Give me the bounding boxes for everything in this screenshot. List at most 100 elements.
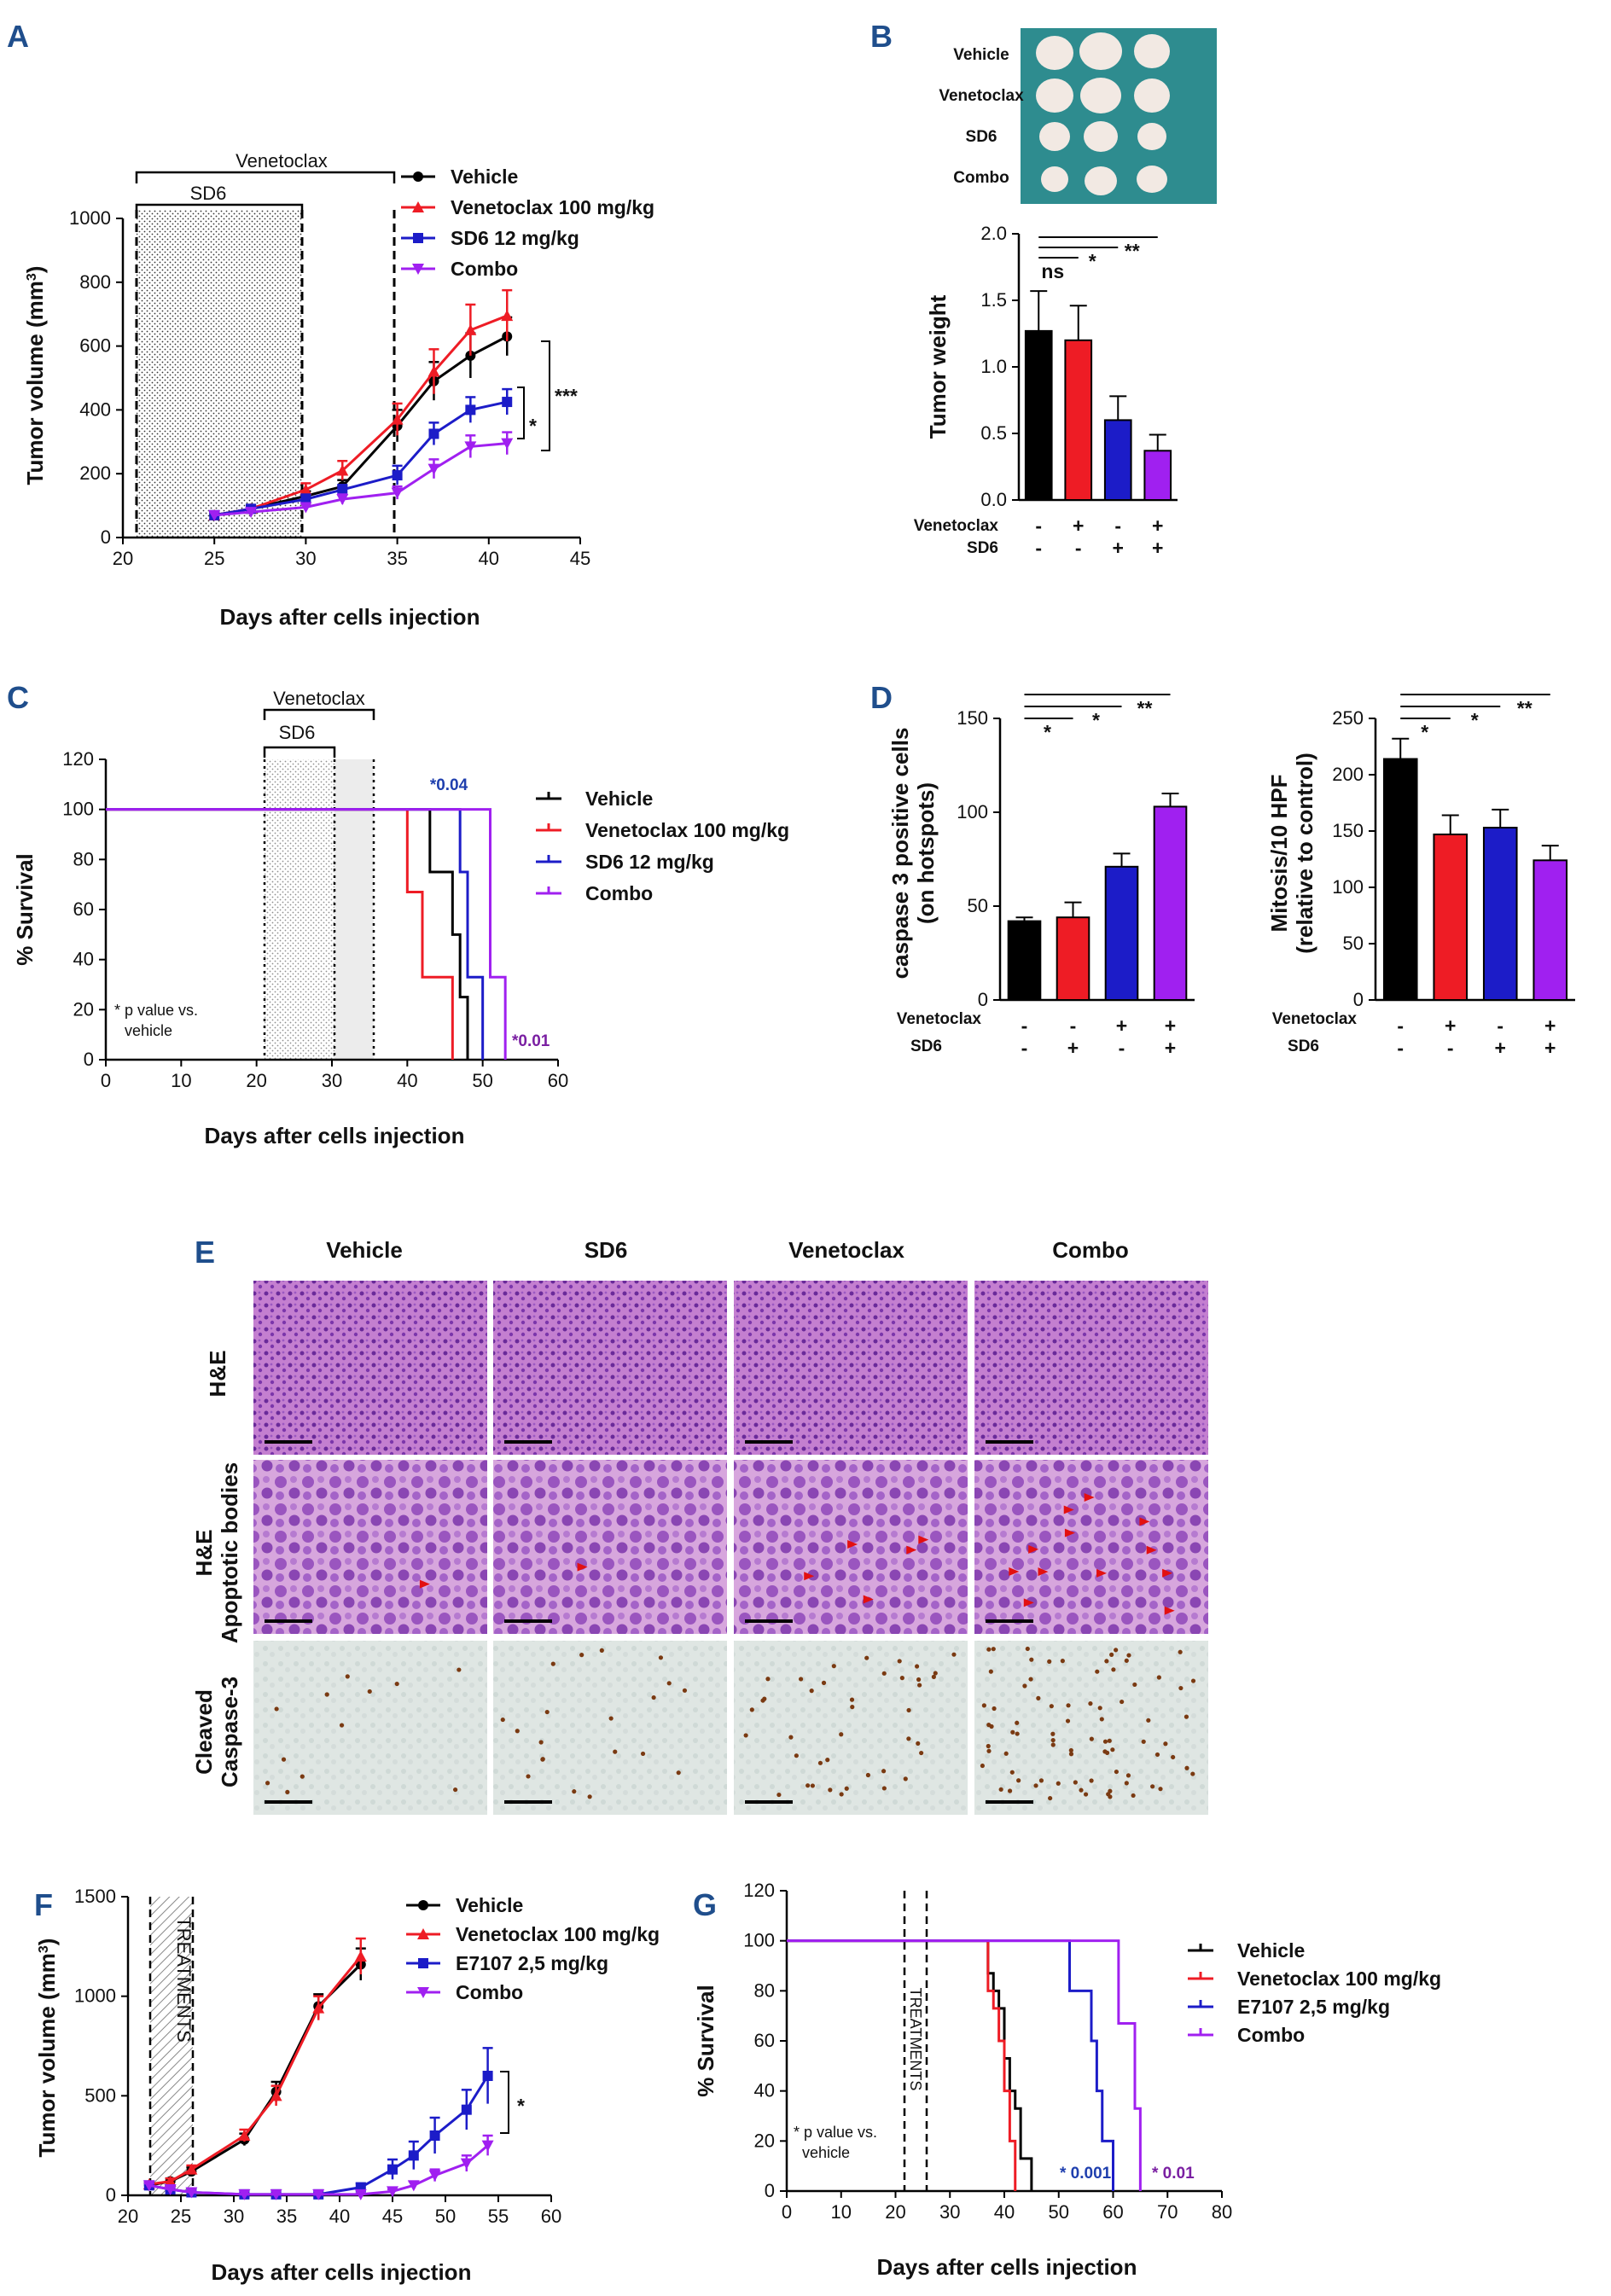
e-caspase-positive-cell (274, 1706, 279, 1712)
G-legend-label: E7107 2,5 mg/kg (1237, 1996, 1390, 2018)
sig-star-1: * (529, 415, 537, 437)
e-apoptotic-arrow (863, 1595, 874, 1604)
e-caspase-positive-cell (844, 1786, 849, 1791)
e-caspase-positive-cell (806, 1783, 811, 1788)
A-ytick-label: 600 (79, 335, 111, 357)
A-point (208, 509, 221, 521)
sig-star-2: *** (555, 385, 578, 407)
A-point (501, 438, 514, 450)
e-caspase-positive-cell (1124, 1658, 1129, 1663)
e-caspase-positive-cell (1190, 1771, 1195, 1776)
G-xtick-label: 70 (1157, 2201, 1178, 2223)
e-caspase-positive-cell (881, 1786, 887, 1791)
e-caspase-positive-cell (1029, 1657, 1034, 1662)
g-note-line1: * p value vs. (794, 2124, 877, 2141)
e-caspase-positive-cell (1114, 1648, 1119, 1653)
e-caspase-positive-cell (986, 1647, 992, 1652)
D2-ytick-label: 200 (1332, 764, 1364, 785)
e-caspase-positive-cell (1083, 1792, 1089, 1797)
A-series-line-1 (213, 314, 508, 517)
D1-sd6-sign: - (1119, 1037, 1125, 1059)
e-caspase-positive-cell (682, 1688, 688, 1693)
D2-sd6-sign: + (1495, 1037, 1506, 1059)
c-note-line2: vehicle (125, 1022, 172, 1039)
D2-ytick-label: 0 (1353, 989, 1364, 1010)
e-caspase-positive-cell (1120, 1699, 1125, 1705)
D2-bar-2 (1482, 827, 1518, 1001)
G-xtick-label: 30 (939, 2201, 960, 2223)
F-point (142, 2180, 155, 2192)
e-caspase-positive-cell (285, 1789, 290, 1795)
D1-bar-1 (1056, 916, 1090, 1001)
e-caspase-positive-cell (676, 1770, 681, 1776)
d1-y-axis-title-1: caspase 3 positive cells (887, 728, 913, 979)
B-ytick-label: 0.0 (980, 489, 1007, 510)
B-venetoclax-sign: - (1035, 514, 1042, 537)
sig-bracket-1 (517, 387, 525, 439)
e-caspase-positive-cell (1047, 1659, 1052, 1664)
a-y-axis-title: Tumor volume (mm3) (22, 266, 48, 485)
e-row-apoptotic-2: Apoptotic bodies (217, 1462, 242, 1643)
d2-row-label-venetoclax: Venetoclax (1272, 1010, 1358, 1028)
panel-e-histology: Vehicle SD6 Venetoclax Combo H&E H&E Apo… (191, 1237, 1210, 1816)
e-caspase-positive-cell (608, 1716, 614, 1721)
e-col-vehicle: Vehicle (326, 1237, 403, 1263)
e-caspase-positive-cell (821, 1680, 827, 1685)
F-point (387, 2186, 398, 2198)
G-legend-label: Venetoclax 100 mg/kg (1237, 1968, 1441, 1990)
C-ytick-label: 0 (84, 1049, 94, 1070)
B-sd6-sign: - (1035, 537, 1042, 559)
e-caspase-positive-cell (544, 1709, 550, 1715)
B-sd6-sign: + (1113, 537, 1124, 559)
A-xtick-label: 35 (387, 548, 407, 569)
e-caspase-positive-cell (809, 1689, 814, 1694)
F-xtick-label: 25 (171, 2206, 191, 2227)
A-point (502, 397, 513, 408)
D1-venetoclax-sign: + (1116, 1014, 1127, 1037)
e-image-r0-c3 (973, 1279, 1210, 1456)
e-caspase-positive-cell (988, 1669, 993, 1674)
venetoclax-bracket (135, 171, 396, 183)
e-caspase-positive-cell (540, 1757, 545, 1762)
A-point (392, 470, 403, 481)
A-legend-label: SD6 12 mg/kg (451, 227, 579, 249)
C-legend-label: Venetoclax 100 mg/kg (585, 819, 789, 841)
e-caspase-positive-cell (839, 1792, 844, 1797)
A-ytick-label: 200 (79, 462, 111, 484)
e-caspase-positive-cell (1089, 1778, 1094, 1783)
F-point (312, 2002, 325, 2014)
panel-f-tumor-volume: TREATMENTS 0 500 1000 1500 20 25 30 35 40 45 50 55 6… (34, 1886, 660, 2285)
A-point (337, 484, 348, 495)
F-ytick-label: 1000 (74, 1985, 116, 2007)
A-point (300, 483, 312, 495)
A-xtick-label: 40 (479, 548, 499, 569)
A-point (300, 502, 312, 514)
e-caspase-positive-cell (500, 1717, 505, 1723)
e-caspase-positive-cell (906, 1707, 911, 1713)
D2-ytick-label: 50 (1343, 933, 1364, 954)
e-caspase-positive-cell (903, 1776, 908, 1782)
e-caspase-positive-cell (1003, 1751, 1009, 1756)
e-caspase-positive-cell (762, 1696, 767, 1701)
F-xtick-label: 40 (329, 2206, 350, 2227)
D1-ytick-label: 50 (968, 895, 988, 916)
e-caspase-positive-cell (651, 1694, 656, 1700)
e-caspase-positive-cell (1150, 1784, 1155, 1789)
e-caspase-positive-cell (1009, 1770, 1015, 1775)
e-caspase-positive-cell (1095, 1669, 1100, 1674)
e-caspase-positive-cell (1163, 1741, 1168, 1747)
e-caspase-positive-cell (1184, 1714, 1189, 1719)
B-sd6-sign: - (1075, 537, 1082, 559)
A-legend-marker (412, 264, 424, 275)
c-venetoclax-bracket (263, 708, 375, 720)
e-caspase-positive-cell (1156, 1675, 1161, 1680)
e-caspase-positive-cell (1178, 1649, 1183, 1654)
C-legend-label: SD6 12 mg/kg (585, 851, 714, 873)
c-sd6-shade (265, 759, 334, 1060)
D1-bar-2 (1104, 865, 1139, 1001)
F-point (407, 2180, 420, 2192)
C-ytick-label: 80 (73, 848, 94, 869)
D1-venetoclax-sign: - (1070, 1014, 1077, 1037)
D2-bar-1 (1433, 833, 1469, 1002)
